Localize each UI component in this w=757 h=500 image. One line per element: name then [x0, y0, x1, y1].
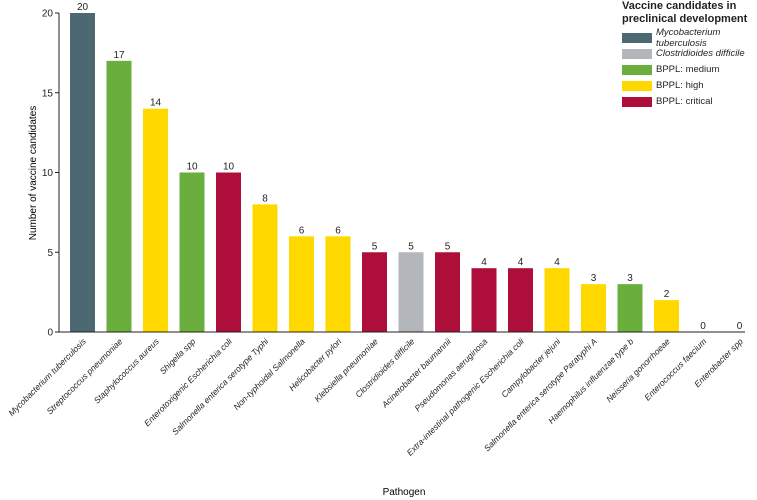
bar	[617, 284, 643, 332]
bar	[106, 60, 132, 332]
x-tick-label: Streptococcus pneumoniae	[45, 336, 125, 416]
x-tick-label: Shigella spp	[158, 336, 198, 376]
bar	[289, 236, 314, 332]
legend-label: Clostridioides difficile	[656, 48, 745, 59]
y-tick-label: 0	[47, 328, 53, 339]
legend-title-line2: preclinical development	[622, 13, 748, 25]
bar-value-label: 10	[223, 162, 235, 173]
legend-label: Mycobacterium tuberculosis	[656, 26, 721, 49]
legend-item-medium: BPPL: medium	[622, 63, 757, 76]
legend: Vaccine candidates in preclinical develo…	[622, 0, 757, 111]
bar	[398, 252, 424, 332]
x-tick-label: Neisseria gonorrhoeae	[604, 336, 672, 404]
legend-title-line1: Vaccine candidates in	[622, 0, 737, 12]
x-tick-label: Pseudomonas aeruginosa	[413, 336, 490, 413]
legend-item-critical: BPPL: critical	[622, 95, 757, 108]
legend-item-tb: Mycobacterium tuberculosis	[622, 27, 757, 49]
legend-item-cdiff: Clostridioides difficile	[622, 47, 757, 60]
x-tick-label: Acinetobacter baumannii	[379, 336, 454, 411]
x-axis: Mycobacterium tuberculosisStreptococcus …	[6, 331, 745, 458]
x-tick-label: Non-typhoidal Salmonella	[231, 336, 307, 412]
bar-value-label: 6	[299, 225, 305, 236]
bar	[252, 204, 278, 332]
bar	[435, 252, 460, 332]
bar	[362, 252, 387, 332]
bar-value-label: 20	[77, 2, 89, 13]
bar-value-label: 17	[113, 50, 125, 61]
x-tick-label: Enterococcus faecium	[642, 336, 708, 402]
bar-value-label: 0	[700, 321, 706, 332]
bar	[216, 172, 241, 332]
legend-swatch	[622, 48, 652, 59]
legend-label: BPPL: high	[656, 80, 704, 91]
x-tick-label: Staphylococcus aureus	[92, 336, 162, 406]
bar-value-label: 3	[591, 273, 597, 284]
y-tick-label: 5	[47, 248, 53, 259]
legend-label: BPPL: critical	[656, 96, 713, 107]
bar	[544, 268, 570, 332]
bar	[325, 236, 351, 332]
x-axis-label: Pathogen	[383, 487, 426, 498]
bar	[143, 108, 168, 332]
bar	[70, 13, 95, 332]
legend-swatch	[622, 96, 652, 107]
y-tick-label: 10	[42, 168, 54, 179]
bar-value-label: 5	[445, 241, 451, 252]
y-tick-label: 20	[42, 9, 54, 20]
bar-value-label: 6	[335, 225, 341, 236]
legend-swatch	[622, 80, 652, 91]
x-tick-label: Klebsiella pneumoniae	[312, 336, 380, 404]
y-axis-label: Number of vaccine candidates	[28, 106, 39, 241]
bar-value-label: 8	[262, 193, 268, 204]
bar-value-label: 0	[737, 321, 743, 332]
legend-swatch	[622, 64, 652, 75]
legend-items: Mycobacterium tuberculosis Clostridioides…	[622, 27, 757, 108]
y-tick-label: 15	[42, 88, 54, 99]
legend-item-high: BPPL: high	[622, 79, 757, 92]
y-axis: 0 5 10 15 20	[42, 9, 60, 339]
bar-value-label: 3	[627, 273, 633, 284]
bar	[471, 268, 497, 332]
bar-value-label: 5	[372, 241, 378, 252]
bar-value-label: 4	[481, 257, 487, 268]
bar-value-label: 4	[518, 257, 524, 268]
legend-label: BPPL: medium	[656, 64, 720, 75]
bar-value-label: 14	[150, 98, 162, 109]
legend-swatch	[622, 32, 652, 43]
bar	[654, 300, 679, 332]
bar-value-label: 4	[554, 257, 560, 268]
legend-title: Vaccine candidates in preclinical develo…	[622, 0, 757, 26]
bar	[179, 172, 205, 332]
bar-value-label: 5	[408, 241, 414, 252]
bar-value-label: 2	[664, 289, 670, 300]
bar	[508, 268, 533, 332]
bar-value-label: 10	[186, 162, 198, 173]
bar	[581, 284, 606, 332]
